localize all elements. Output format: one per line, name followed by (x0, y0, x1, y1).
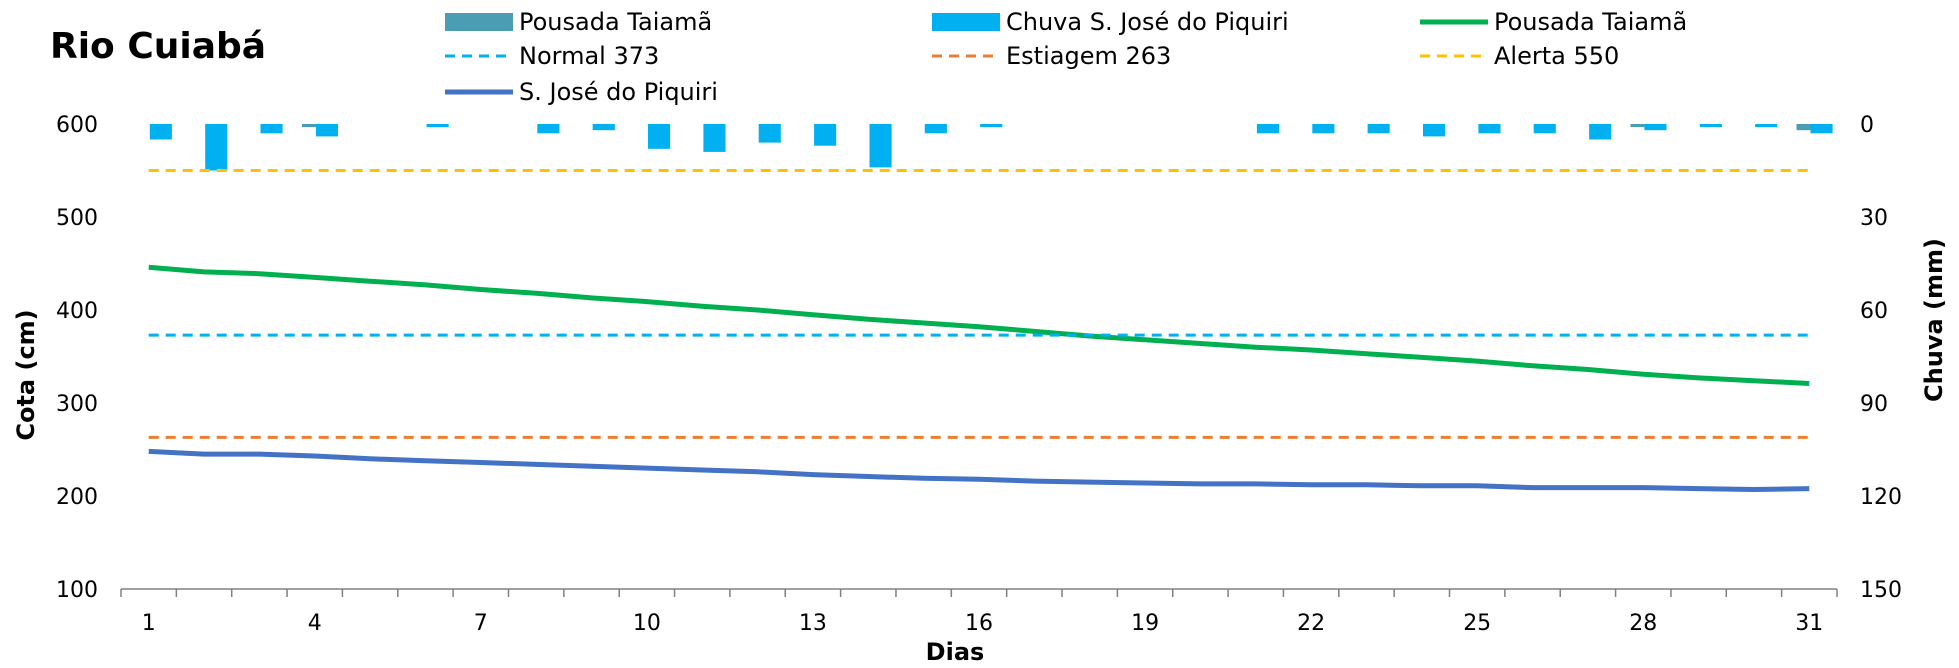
bar-1-23 (1423, 124, 1446, 137)
x-tick-label: 7 (474, 611, 488, 636)
x-tick-label: 25 (1463, 611, 1491, 636)
y-axis-label-left: Cota (cm) (12, 309, 40, 440)
chart-title: Rio Cuiabá (50, 26, 266, 67)
y-left-tick-label: 500 (56, 206, 98, 231)
x-tick-label: 19 (1131, 611, 1159, 636)
legend-label-6: S. José do Piquiri (519, 78, 718, 106)
legend-label-1: Chuva S. José do Piquiri (1006, 8, 1289, 36)
bar-1-25 (1533, 124, 1556, 134)
bar-1-29 (1755, 124, 1778, 128)
x-tick-label: 10 (633, 611, 661, 636)
x-tick-label: 28 (1629, 611, 1657, 636)
bar-1-7 (537, 124, 560, 134)
x-tick-label: 22 (1297, 611, 1325, 636)
bar-1-1 (205, 124, 228, 171)
x-tick-label: 1 (142, 611, 156, 636)
bar-1-13 (869, 124, 892, 168)
bar-1-2 (260, 124, 283, 134)
axes: 1 4 7 10 13 16 19 22 25 28 31100200300400500600150… (56, 113, 1902, 636)
plot-area (148, 124, 1833, 492)
y-right-tick-label: 0 (1860, 113, 1874, 138)
bar-1-0 (149, 124, 172, 140)
bar-1-11 (758, 124, 781, 143)
y-right-tick-label: 150 (1860, 578, 1902, 603)
bar-1-12 (814, 124, 837, 146)
bar-0-30 (1796, 124, 1819, 131)
legend-label-2: Pousada Taiamã (1494, 8, 1687, 36)
bar-1-15 (980, 124, 1003, 128)
y-right-tick-label: 30 (1860, 206, 1888, 231)
x-axis-label: Dias (926, 638, 985, 666)
bar-1-9 (648, 124, 671, 149)
y-left-tick-label: 600 (56, 113, 98, 138)
bar-0-3 (302, 124, 325, 128)
bar-1-5 (426, 124, 449, 128)
y-left-tick-label: 300 (56, 392, 98, 417)
bar-1-3 (315, 124, 338, 137)
x-tick-label: 31 (1795, 611, 1823, 636)
legend: Pousada Taiamã Chuva S. José do Piquiri Po… (445, 8, 1687, 106)
legend-swatch-1 (932, 13, 1000, 31)
legend-label-3: Normal 373 (519, 42, 659, 70)
x-tick-label: 4 (308, 611, 322, 636)
bar-1-27 (1644, 124, 1667, 131)
y-right-tick-label: 60 (1860, 299, 1888, 324)
y-right-tick-label: 120 (1860, 485, 1902, 510)
y-left-tick-label: 400 (56, 299, 98, 324)
bar-1-21 (1312, 124, 1335, 134)
bar-1-22 (1367, 124, 1390, 134)
y-axis-label-right: Chuva (mm) (1920, 238, 1948, 402)
legend-swatch-0 (445, 13, 513, 31)
x-tick-label: 13 (799, 611, 827, 636)
bar-1-20 (1256, 124, 1279, 134)
bar-0-27 (1630, 124, 1653, 128)
bar-1-8 (592, 124, 615, 131)
bar-1-26 (1589, 124, 1612, 140)
x-tick-label: 16 (965, 611, 993, 636)
bar-1-24 (1478, 124, 1501, 134)
y-left-tick-label: 200 (56, 485, 98, 510)
y-right-tick-label: 90 (1860, 392, 1888, 417)
bar-1-10 (703, 124, 726, 152)
series-line-6 (148, 448, 1810, 492)
bar-1-28 (1699, 124, 1722, 128)
legend-label-4: Estiagem 263 (1006, 42, 1171, 70)
y-left-tick-label: 100 (56, 578, 98, 603)
series-line-2 (148, 264, 1810, 386)
bar-1-14 (924, 124, 947, 134)
legend-label-0: Pousada Taiamã (519, 8, 712, 36)
bar-1-30 (1810, 124, 1833, 134)
legend-label-5: Alerta 550 (1494, 42, 1619, 70)
